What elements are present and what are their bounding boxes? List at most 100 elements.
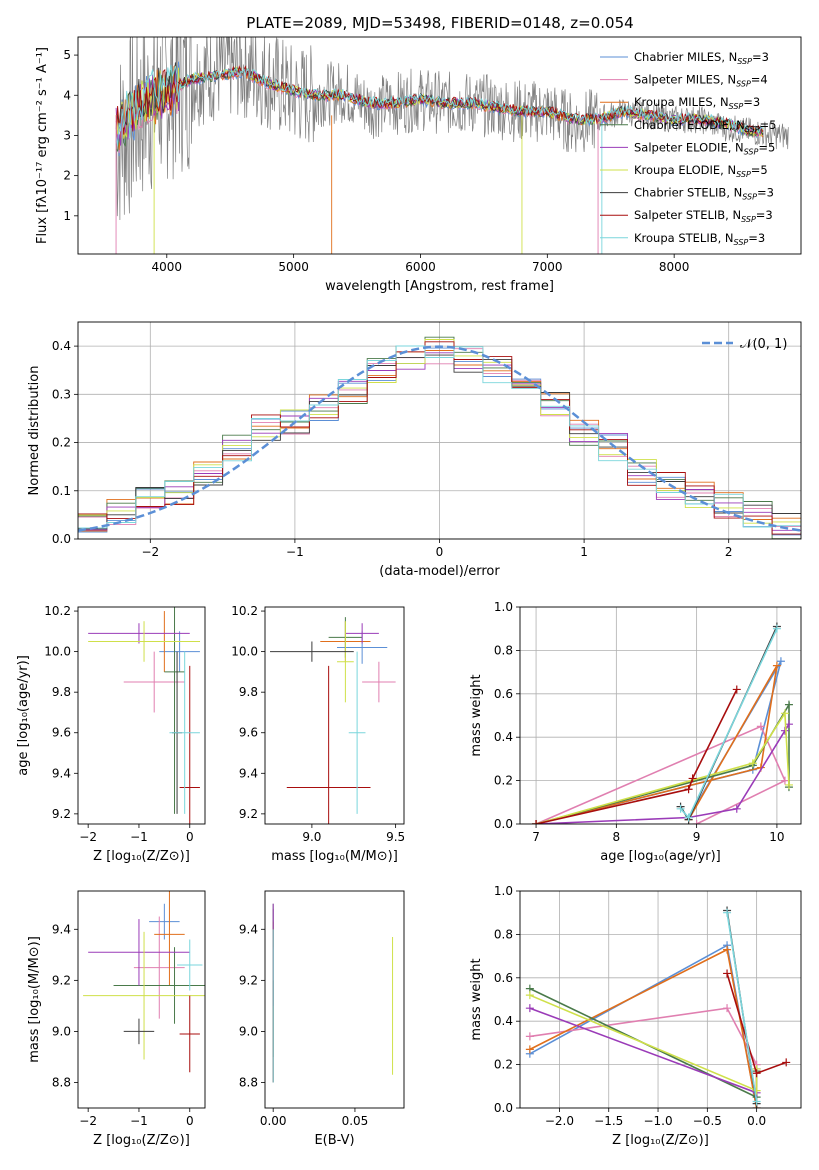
figure-title: PLATE=2089, MJD=53498, FIBERID=0148, z=0… (246, 14, 633, 32)
chart-residual-hist: −2 −1 0 1 2 0.0 0.1 0.2 0.3 0.4 (data-model)/error… (27, 321, 802, 579)
weight-marker (732, 685, 741, 694)
weight-series-1 (525, 1004, 761, 1069)
legend-label: Chabrier STELIB, NSSP=3 (634, 186, 774, 202)
y-tick-label: 5 (63, 48, 71, 62)
weight-line (535, 660, 782, 824)
axes-frame (519, 890, 802, 1109)
y-tick-label: 10.0 (231, 645, 258, 659)
weight-line (529, 948, 758, 1108)
y-tick-label: 9.8 (52, 685, 71, 699)
weight-marker (723, 945, 732, 954)
y-axis-label: Flux [fλ10⁻¹⁷ erg cm⁻² s⁻¹ A⁻¹] (35, 47, 50, 244)
chart-spectrum: 4000 5000 6000 7000 8000 1 2 3 4 5 wavelength [Ang… (35, 36, 802, 294)
plot-area-mass-vs-Z (83, 891, 205, 1073)
weight-marker (684, 813, 693, 822)
axes-frame (519, 606, 802, 825)
x-tick-label: −1.0 (643, 1114, 672, 1128)
y-tick-label: 0.0 (494, 817, 513, 831)
histogram-1 (78, 348, 801, 528)
y-tick-label: 0.4 (494, 730, 513, 744)
x-tick-label: 0.0 (747, 1114, 766, 1128)
y-tick-label: 10.0 (44, 645, 71, 659)
errorbar-point-3 (164, 607, 185, 814)
weight-marker (723, 969, 732, 978)
plot-area-residual-hist (78, 322, 801, 539)
y-axis-label: mass weight (469, 958, 484, 1040)
plot-area-mass-vs-ebv (272, 903, 394, 1083)
chart-weight-vs-Z: −2.0 −1.5 −1.0 −0.5 0.0 0.0 0.2 0.4 0.6 0.8 1.0 Z [… (469, 884, 802, 1148)
x-axis-label: Z [log₁₀(Z/Z⊙)] (93, 1133, 190, 1148)
legend-label: Kroupa MILES, NSSP=3 (634, 95, 760, 111)
x-tick-label: −1 (130, 830, 148, 844)
model-spectrum-8 (115, 64, 764, 146)
legend-label: Salpeter STELIB, NSSP=3 (634, 208, 773, 224)
x-axis-label: age [log₁₀(age/yr)] (600, 849, 721, 864)
weight-marker (676, 804, 685, 813)
x-axis-label: Z [log₁₀(Z/Z⊙)] (93, 849, 190, 864)
y-tick-label: 8.8 (52, 1075, 71, 1089)
chart-age-vs-Z: −2 −1 0 9.2 9.4 9.6 9.8 10.0 10.2 Z [log₁₀(Z/Z⊙)]… (16, 604, 206, 864)
weight-marker (692, 820, 701, 824)
x-tick-label: 0 (436, 545, 444, 559)
histogram-4 (78, 352, 801, 531)
weight-marker (525, 1004, 534, 1013)
y-tick-label: 9.0 (239, 1024, 258, 1038)
gaussian-curve (78, 345, 801, 532)
plot-area-weight-vs-Z (520, 891, 801, 1108)
y-tick-label: 0.3 (52, 387, 71, 401)
weight-line (535, 725, 786, 824)
y-tick-label: 0.2 (494, 774, 513, 788)
y-tick-label: 9.6 (239, 726, 258, 740)
errorbar-point-0 (159, 631, 200, 672)
errorbar-point-5 (83, 931, 205, 1060)
y-tick-label: 9.4 (52, 922, 71, 936)
weight-marker (772, 624, 781, 633)
y-tick-label: 1.0 (494, 884, 513, 898)
y-tick-label: 9.2 (239, 807, 258, 821)
weight-marker (780, 776, 789, 785)
errorbar-point-0 (149, 903, 180, 940)
errorbar-point-2 (154, 891, 185, 986)
weight-marker (532, 820, 541, 824)
weight-marker (525, 1045, 534, 1054)
axes-frame (77, 36, 802, 255)
chart-mass-vs-Z: −2 −1 0 8.8 9.0 9.2 9.4 Z [log₁₀(Z/Z⊙)] mass [lo… (27, 890, 206, 1148)
weight-marker (782, 1058, 791, 1067)
weight-line (535, 689, 738, 824)
weight-marker (684, 785, 693, 794)
errorbar-point-7 (286, 665, 371, 824)
weight-marker (780, 709, 789, 718)
x-tick-label: −2 (79, 830, 97, 844)
y-tick-label: 2 (63, 169, 71, 183)
x-tick-label: 7 (532, 830, 540, 844)
x-tick-label: 5000 (278, 260, 309, 274)
plot-area-age-vs-mass (270, 617, 396, 824)
weight-line (679, 626, 778, 822)
weight-marker (525, 991, 534, 1000)
x-tick-label: −1 (130, 1114, 148, 1128)
y-tick-label: 4 (63, 88, 71, 102)
y-tick-label: 9.2 (239, 973, 258, 987)
chart-weight-vs-age: 7 8 9 10 0.0 0.2 0.4 0.6 0.8 1.0 age [log₁₀(age/yr… (469, 600, 802, 864)
x-tick-label: 9.5 (386, 830, 405, 844)
errorbar-point-4 (345, 623, 379, 644)
weight-line (535, 665, 778, 824)
histogram-3 (78, 336, 801, 539)
y-tick-label: 9.4 (239, 922, 258, 936)
y-tick-label: 8.8 (239, 1075, 258, 1089)
weight-series-1 (532, 722, 789, 824)
weight-line (536, 723, 790, 824)
weight-marker (756, 722, 765, 731)
axes-frame (77, 890, 206, 1109)
weight-series-0 (532, 657, 785, 824)
legend-label: Kroupa STELIB, NSSP=3 (634, 231, 765, 247)
x-tick-label: 0.00 (260, 1114, 287, 1128)
y-axis-label: Normed distribution (27, 366, 42, 496)
x-tick-label: 9 (693, 830, 701, 844)
errorbar-point-5 (337, 621, 354, 703)
errorbar-point-8 (348, 651, 366, 814)
y-tick-label: 0.6 (494, 971, 513, 985)
legend-histogram: 𝒩(0, 1) (702, 337, 787, 352)
errorbar-point-7 (179, 665, 200, 824)
weight-series-0 (525, 941, 761, 1108)
